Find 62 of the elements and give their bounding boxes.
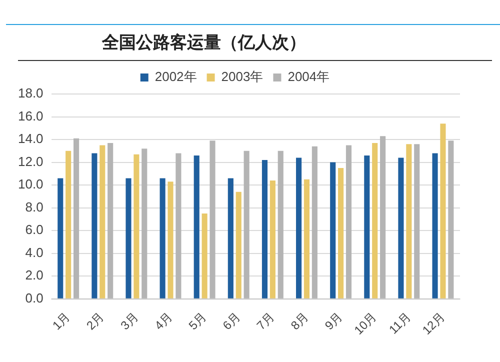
bar bbox=[398, 158, 404, 298]
y-tick-label: 12.0 bbox=[18, 154, 44, 169]
bar bbox=[100, 145, 106, 298]
bar bbox=[346, 145, 352, 298]
bar bbox=[304, 179, 310, 298]
bar bbox=[338, 168, 344, 298]
bar bbox=[330, 162, 336, 298]
legend-label: 2004年 bbox=[288, 69, 330, 84]
legend-label: 2003年 bbox=[221, 69, 264, 84]
bar bbox=[278, 150, 284, 298]
x-tick-label: 8月 bbox=[288, 310, 312, 333]
y-tick-label: 18.0 bbox=[18, 86, 44, 101]
bar bbox=[312, 146, 318, 298]
x-tick-label: 11月 bbox=[386, 310, 414, 337]
bar bbox=[142, 148, 148, 298]
bar bbox=[126, 178, 132, 298]
bar bbox=[202, 214, 208, 298]
bar bbox=[372, 142, 378, 298]
bar bbox=[414, 144, 420, 298]
x-tick-label: 2月 bbox=[84, 310, 107, 333]
y-tick-label: 10.0 bbox=[18, 176, 44, 192]
x-tick-label: 3月 bbox=[118, 310, 141, 333]
bar bbox=[296, 158, 302, 298]
x-tick-label: 12月 bbox=[420, 310, 448, 338]
bar bbox=[92, 153, 98, 298]
bar bbox=[236, 192, 242, 298]
y-tick-label: 2.0 bbox=[25, 268, 44, 283]
bar bbox=[228, 178, 234, 298]
y-tick-label: 14.0 bbox=[18, 131, 44, 146]
y-tick-label: 4.0 bbox=[25, 244, 44, 260]
x-tick-label: 10月 bbox=[351, 310, 380, 338]
y-tick-label: 6.0 bbox=[25, 222, 44, 238]
x-tick-label: 7月 bbox=[254, 310, 278, 333]
x-tick-label: 9月 bbox=[322, 310, 346, 333]
y-tick-label: 8.0 bbox=[25, 199, 44, 214]
bar bbox=[194, 155, 200, 298]
legend-label: 2002年 bbox=[154, 69, 197, 84]
bar bbox=[432, 153, 438, 298]
bar bbox=[168, 182, 174, 298]
chart-title: 全国公路客运量（亿人次） bbox=[18, 25, 492, 61]
x-tick-label: 6月 bbox=[220, 310, 244, 333]
bar bbox=[244, 150, 250, 298]
bar bbox=[73, 138, 80, 298]
bar bbox=[210, 140, 216, 298]
x-tick-label: 4月 bbox=[152, 310, 175, 333]
bar bbox=[270, 180, 276, 298]
bar bbox=[364, 155, 370, 298]
bar bbox=[176, 153, 182, 298]
x-tick-label: 1月 bbox=[50, 310, 73, 333]
bar bbox=[448, 140, 454, 298]
y-tick-label: 16.0 bbox=[18, 108, 44, 124]
bar bbox=[108, 142, 114, 298]
bar bbox=[58, 178, 64, 298]
bar bbox=[262, 160, 268, 298]
y-tick-label: 0.0 bbox=[25, 290, 44, 306]
bar bbox=[440, 124, 446, 298]
bar bbox=[134, 154, 140, 298]
bar bbox=[160, 178, 166, 298]
bar bbox=[66, 150, 72, 298]
bar bbox=[406, 144, 412, 298]
x-tick-label: 5月 bbox=[186, 310, 210, 333]
bar bbox=[380, 136, 386, 298]
